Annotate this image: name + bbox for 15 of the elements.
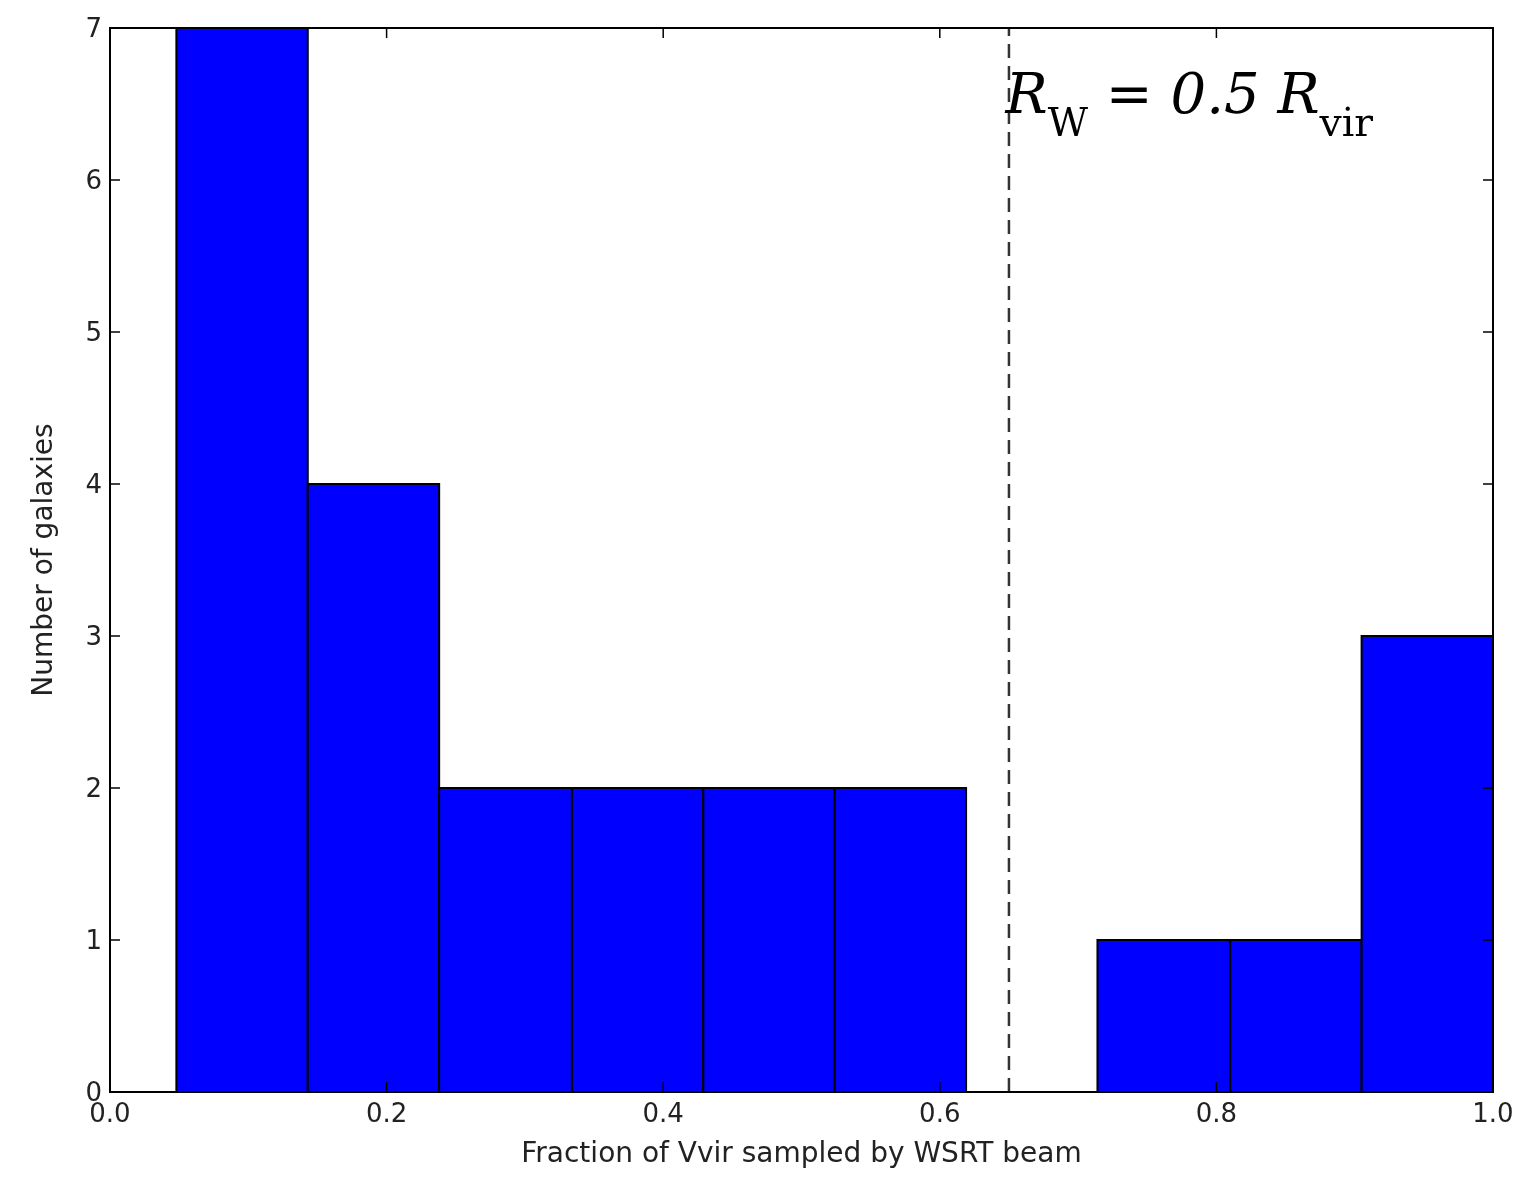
x-tick-label: 0.2: [365, 1098, 408, 1128]
x-tick-label: 0.6: [919, 1098, 961, 1128]
y-tick-label: 6: [85, 165, 102, 195]
y-tick-label: 1: [85, 925, 102, 955]
annotation: R$_{W}$ = 0.5 R$_{vir}$: [1004, 61, 1374, 145]
x-tick-label: 1.0: [1472, 1098, 1514, 1128]
x-tick-label: 0.8: [1195, 1098, 1238, 1128]
y-tick-label: 2: [85, 773, 102, 803]
y-tick-label: 3: [85, 621, 102, 651]
x-axis-title: Fraction of Vvir sampled by WSRT beam: [521, 1136, 1082, 1169]
y-tick-label: 5: [85, 317, 102, 347]
y-tick-label: 4: [85, 469, 102, 499]
y-tick-label: 7: [85, 13, 102, 43]
y-axis-title: Number of galaxies: [26, 423, 59, 697]
x-tick-label: 0.4: [642, 1098, 684, 1128]
